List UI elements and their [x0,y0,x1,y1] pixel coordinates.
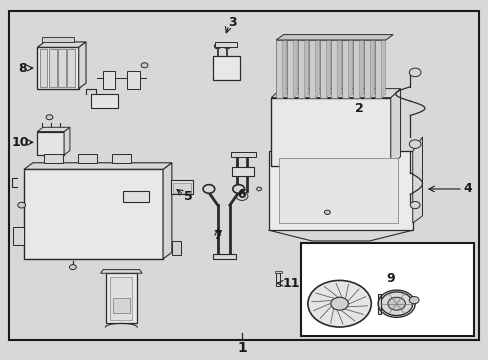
Polygon shape [24,163,171,169]
Bar [374,40,381,98]
Text: 7: 7 [213,229,222,242]
Bar [278,158,397,223]
Polygon shape [64,127,70,155]
Bar [215,42,237,47]
Bar [13,226,24,244]
Bar [276,273,280,286]
Circle shape [307,280,370,327]
Circle shape [232,185,244,193]
Circle shape [409,202,419,209]
Text: 9: 9 [386,272,394,285]
Bar [113,298,130,313]
Bar [352,40,359,98]
Bar [330,40,337,98]
Polygon shape [276,35,392,40]
Bar [276,40,282,98]
Circle shape [408,297,418,304]
Bar [103,71,115,89]
Bar [298,40,304,98]
Circle shape [408,140,420,148]
Bar [320,40,326,98]
Bar [122,191,149,202]
Bar [40,49,47,87]
Bar [67,49,75,87]
Circle shape [203,185,214,193]
Text: 3: 3 [227,16,236,29]
Circle shape [141,63,148,68]
Bar [37,132,64,155]
Bar [37,47,79,89]
Circle shape [256,187,261,191]
Polygon shape [377,294,380,314]
Text: 8: 8 [18,62,26,75]
Bar [112,154,131,163]
Text: 6: 6 [237,188,246,201]
Circle shape [408,68,420,77]
Polygon shape [37,42,86,47]
Bar [172,183,191,193]
Bar [212,56,239,80]
Text: 5: 5 [183,190,192,203]
Bar [308,40,315,98]
Bar [341,40,348,98]
Bar [300,243,473,336]
Bar [78,154,97,163]
Bar [171,241,180,255]
Bar [49,49,57,87]
Bar [105,273,137,323]
Bar [232,167,254,176]
Bar [363,40,370,98]
Bar [110,277,132,320]
Bar [42,37,74,42]
Circle shape [214,44,221,49]
Polygon shape [163,163,171,259]
Circle shape [324,210,330,215]
Bar [171,180,193,194]
Polygon shape [326,36,330,98]
Text: 2: 2 [354,102,363,115]
Bar [43,154,63,163]
Polygon shape [37,127,70,132]
Polygon shape [282,36,286,98]
Text: 11: 11 [282,277,300,290]
Bar [286,40,293,98]
Polygon shape [412,137,422,223]
Bar [127,71,140,89]
Bar [271,98,390,166]
Bar [230,152,256,157]
Bar [58,49,65,87]
Polygon shape [381,36,385,98]
Bar [274,271,282,273]
Polygon shape [315,36,319,98]
Polygon shape [390,89,400,166]
Circle shape [387,297,405,310]
Circle shape [46,115,53,120]
Polygon shape [79,42,86,89]
Polygon shape [304,36,308,98]
Bar [268,151,412,230]
Polygon shape [293,36,297,98]
Polygon shape [271,89,400,98]
Text: 10: 10 [11,136,29,149]
Polygon shape [337,36,341,98]
Polygon shape [359,36,363,98]
Bar [91,94,118,108]
Bar [24,169,163,259]
Polygon shape [348,36,352,98]
Circle shape [69,265,76,270]
Text: 1: 1 [237,341,246,355]
Text: 4: 4 [463,183,471,195]
Polygon shape [370,36,374,98]
Polygon shape [101,270,142,273]
Circle shape [18,202,25,208]
Circle shape [224,44,230,49]
Circle shape [380,292,412,316]
Circle shape [330,297,347,310]
Bar [212,253,236,259]
